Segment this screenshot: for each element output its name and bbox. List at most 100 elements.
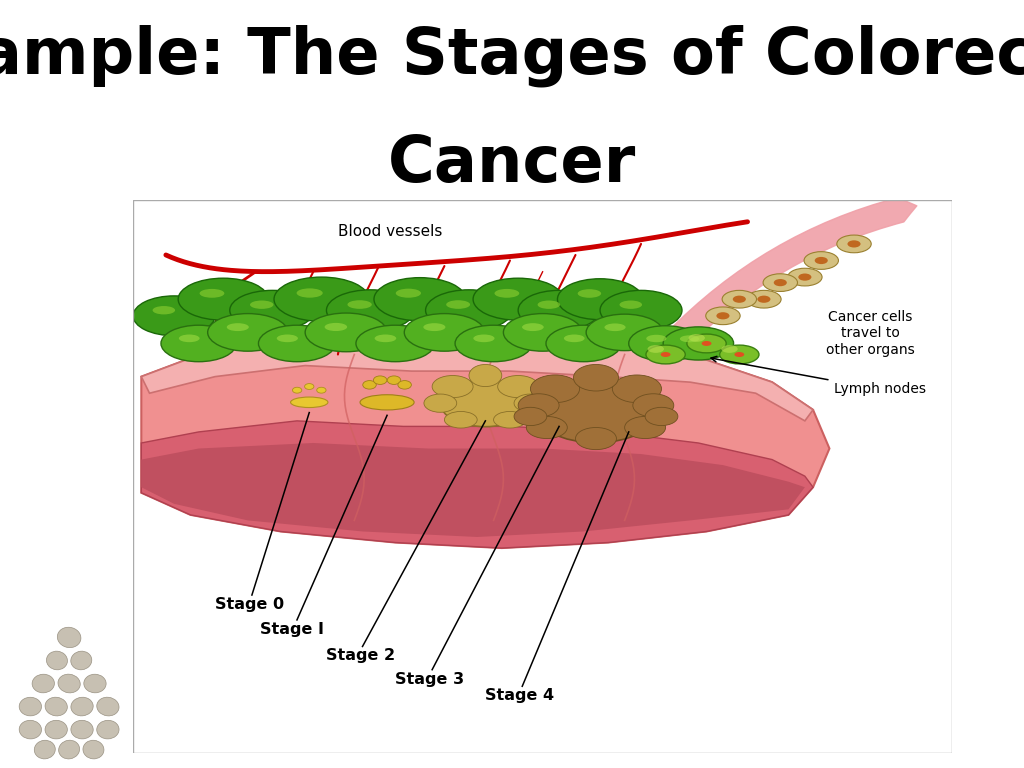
Ellipse shape bbox=[535, 379, 657, 442]
Text: Stage I: Stage I bbox=[260, 622, 324, 637]
Ellipse shape bbox=[258, 325, 336, 362]
Ellipse shape bbox=[530, 375, 580, 402]
Ellipse shape bbox=[734, 352, 744, 357]
Ellipse shape bbox=[387, 376, 400, 385]
Ellipse shape bbox=[179, 335, 200, 343]
Ellipse shape bbox=[96, 720, 119, 739]
Text: Blood vessels: Blood vessels bbox=[338, 223, 442, 239]
Ellipse shape bbox=[208, 313, 288, 351]
Ellipse shape bbox=[305, 313, 387, 352]
Ellipse shape bbox=[250, 300, 273, 309]
Ellipse shape bbox=[446, 300, 470, 309]
Ellipse shape bbox=[83, 740, 104, 759]
Ellipse shape bbox=[19, 720, 42, 739]
Ellipse shape bbox=[701, 341, 712, 346]
Text: Stage 4: Stage 4 bbox=[485, 688, 555, 703]
Ellipse shape bbox=[688, 334, 705, 342]
Ellipse shape bbox=[360, 395, 414, 410]
Text: Stage 3: Stage 3 bbox=[395, 671, 465, 687]
Ellipse shape bbox=[763, 273, 798, 292]
Ellipse shape bbox=[518, 394, 559, 417]
Ellipse shape bbox=[153, 306, 175, 314]
Ellipse shape bbox=[612, 375, 662, 402]
Ellipse shape bbox=[374, 376, 387, 385]
Ellipse shape bbox=[423, 323, 445, 331]
Ellipse shape bbox=[57, 627, 81, 647]
Ellipse shape bbox=[327, 290, 415, 331]
Ellipse shape bbox=[706, 307, 740, 325]
Ellipse shape bbox=[293, 387, 302, 393]
Ellipse shape bbox=[514, 407, 547, 425]
Ellipse shape bbox=[620, 300, 642, 309]
Ellipse shape bbox=[586, 314, 664, 351]
Ellipse shape bbox=[32, 674, 54, 693]
Ellipse shape bbox=[473, 278, 563, 320]
Ellipse shape bbox=[633, 394, 674, 417]
Ellipse shape bbox=[538, 300, 560, 309]
Text: Cancer cells
travel to
other organs: Cancer cells travel to other organs bbox=[826, 310, 914, 356]
Ellipse shape bbox=[804, 252, 839, 270]
Ellipse shape bbox=[647, 345, 664, 353]
Polygon shape bbox=[141, 421, 813, 548]
Ellipse shape bbox=[664, 327, 733, 360]
Ellipse shape bbox=[58, 674, 80, 693]
Ellipse shape bbox=[473, 335, 495, 343]
Ellipse shape bbox=[733, 296, 745, 303]
Ellipse shape bbox=[848, 240, 860, 247]
Ellipse shape bbox=[629, 326, 702, 361]
Ellipse shape bbox=[375, 335, 396, 343]
Ellipse shape bbox=[526, 416, 567, 439]
Ellipse shape bbox=[518, 290, 600, 330]
Ellipse shape bbox=[19, 697, 42, 716]
Ellipse shape bbox=[646, 345, 685, 364]
Polygon shape bbox=[141, 443, 805, 537]
Ellipse shape bbox=[495, 289, 519, 298]
Ellipse shape bbox=[600, 290, 682, 330]
Ellipse shape bbox=[645, 407, 678, 425]
Text: Lymph nodes: Lymph nodes bbox=[711, 356, 926, 396]
Ellipse shape bbox=[133, 296, 215, 336]
Ellipse shape bbox=[660, 352, 671, 357]
Ellipse shape bbox=[444, 412, 477, 428]
Ellipse shape bbox=[274, 277, 369, 321]
Ellipse shape bbox=[395, 289, 421, 298]
Ellipse shape bbox=[746, 290, 781, 308]
Text: Stage 0: Stage 0 bbox=[215, 597, 285, 612]
Ellipse shape bbox=[304, 383, 314, 389]
Ellipse shape bbox=[374, 278, 466, 321]
Ellipse shape bbox=[774, 279, 786, 286]
Text: Cancer: Cancer bbox=[388, 133, 636, 195]
Ellipse shape bbox=[625, 416, 666, 439]
Ellipse shape bbox=[455, 325, 532, 362]
Ellipse shape bbox=[646, 335, 667, 343]
Ellipse shape bbox=[687, 334, 726, 353]
Ellipse shape bbox=[522, 323, 544, 331]
Ellipse shape bbox=[498, 376, 539, 398]
Ellipse shape bbox=[424, 394, 457, 412]
Ellipse shape bbox=[787, 268, 822, 286]
Ellipse shape bbox=[469, 365, 502, 386]
Ellipse shape bbox=[71, 720, 93, 739]
Ellipse shape bbox=[46, 651, 68, 670]
Ellipse shape bbox=[720, 345, 759, 364]
Ellipse shape bbox=[426, 290, 512, 331]
Ellipse shape bbox=[58, 740, 80, 759]
Ellipse shape bbox=[71, 651, 92, 670]
Ellipse shape bbox=[347, 300, 372, 309]
Ellipse shape bbox=[494, 412, 526, 428]
Ellipse shape bbox=[564, 335, 585, 343]
Ellipse shape bbox=[96, 697, 119, 716]
Ellipse shape bbox=[398, 381, 412, 389]
Ellipse shape bbox=[34, 740, 55, 759]
Ellipse shape bbox=[799, 273, 811, 280]
Ellipse shape bbox=[815, 257, 827, 264]
Ellipse shape bbox=[178, 278, 268, 320]
Ellipse shape bbox=[546, 325, 622, 362]
Ellipse shape bbox=[837, 235, 871, 253]
Polygon shape bbox=[141, 338, 813, 421]
Ellipse shape bbox=[721, 345, 737, 353]
Ellipse shape bbox=[316, 387, 326, 393]
Ellipse shape bbox=[404, 313, 484, 351]
Ellipse shape bbox=[297, 288, 323, 298]
Ellipse shape bbox=[161, 325, 237, 362]
